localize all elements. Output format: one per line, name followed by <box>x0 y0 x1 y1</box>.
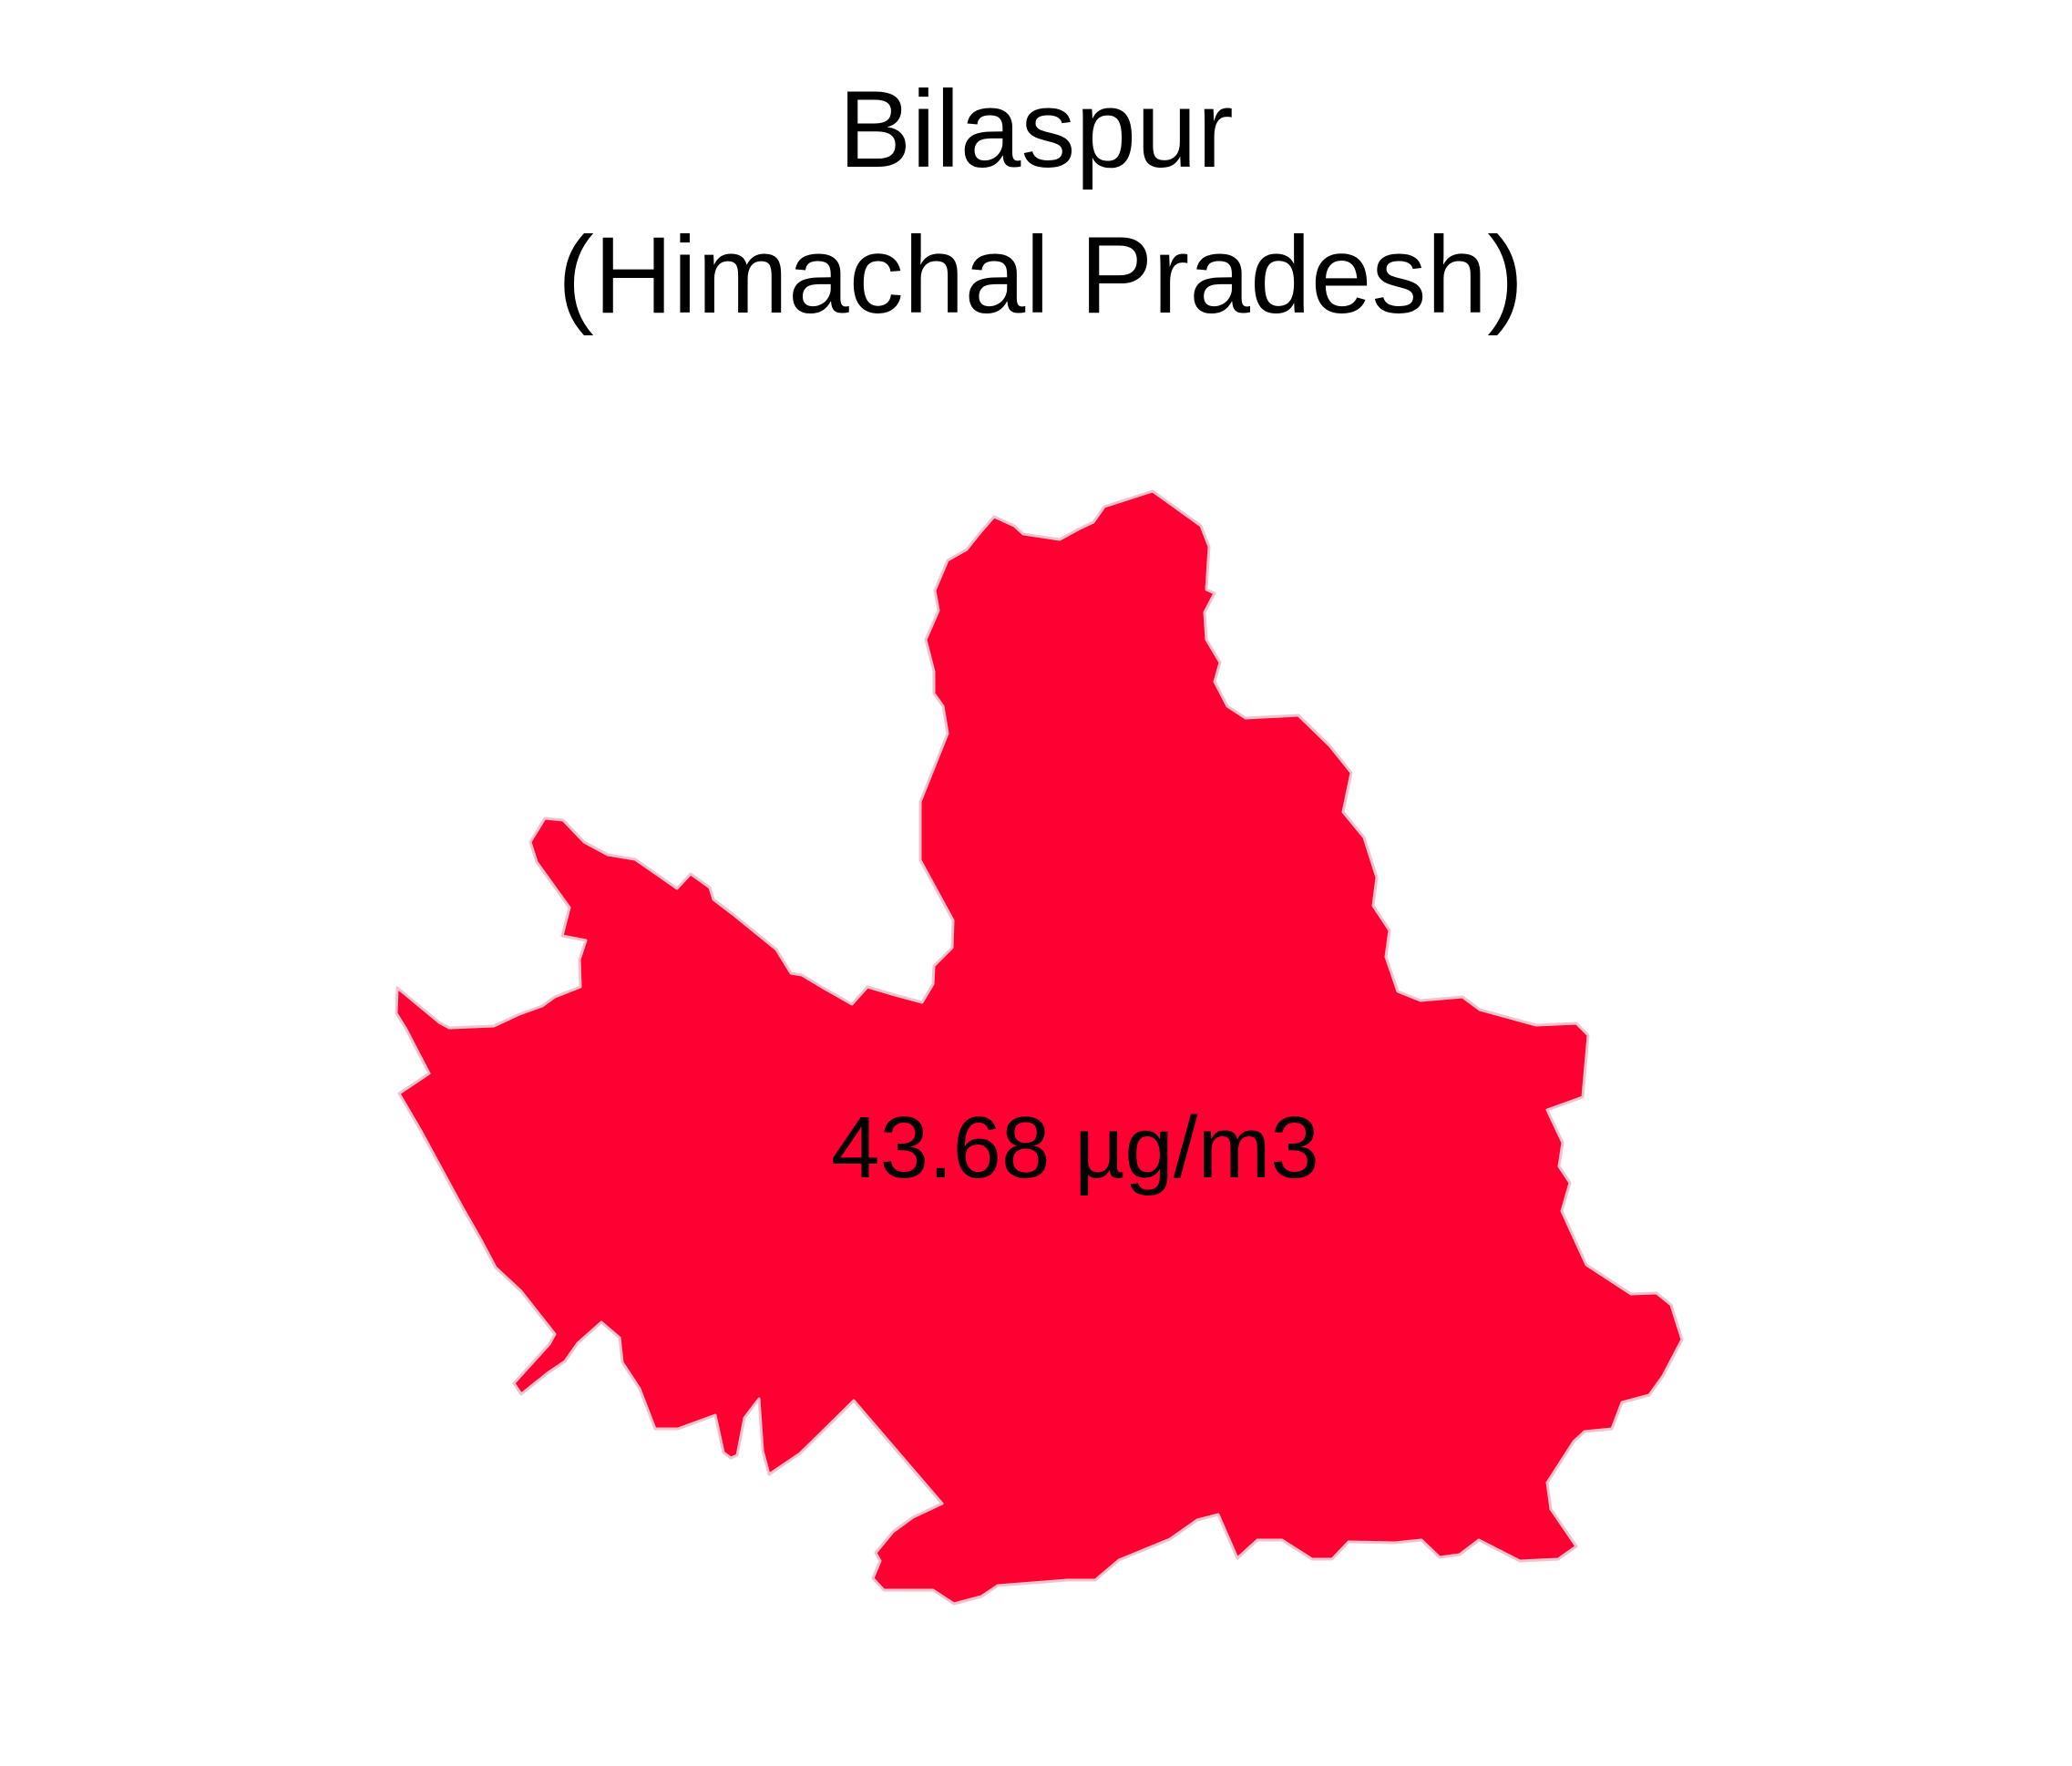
map-subtitle: (Himachal Pradesh) <box>557 214 1524 336</box>
map-title: Bilaspur <box>838 68 1234 190</box>
map-title-block: Bilaspur (Himachal Pradesh) <box>0 56 2072 348</box>
district-value-label: 43.68 µg/m3 <box>831 1099 1319 1196</box>
district-shape-bilaspur[interactable] <box>395 489 1684 1606</box>
